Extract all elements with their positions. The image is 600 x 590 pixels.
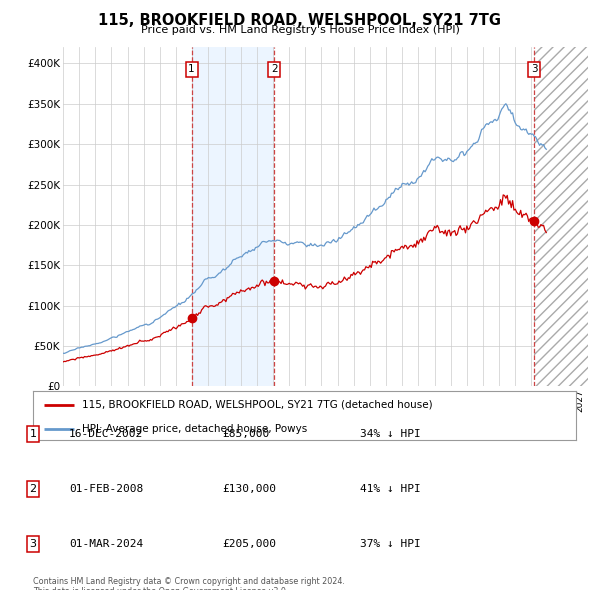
Bar [191, 47, 274, 386]
Text: 01-FEB-2008: 01-FEB-2008 [69, 484, 143, 494]
Text: £130,000: £130,000 [222, 484, 276, 494]
Text: £85,000: £85,000 [222, 430, 269, 439]
Text: 3: 3 [29, 539, 37, 549]
Text: 1: 1 [188, 64, 195, 74]
Text: 01-MAR-2024: 01-MAR-2024 [69, 539, 143, 549]
Text: 1: 1 [29, 430, 37, 439]
Bar [534, 47, 588, 386]
Text: 16-DEC-2002: 16-DEC-2002 [69, 430, 143, 439]
Text: HPI: Average price, detached house, Powys: HPI: Average price, detached house, Powy… [82, 424, 307, 434]
Text: 2: 2 [29, 484, 37, 494]
Text: Price paid vs. HM Land Registry's House Price Index (HPI): Price paid vs. HM Land Registry's House … [140, 25, 460, 35]
Text: 115, BROOKFIELD ROAD, WELSHPOOL, SY21 7TG (detached house): 115, BROOKFIELD ROAD, WELSHPOOL, SY21 7T… [82, 399, 433, 409]
Text: £205,000: £205,000 [222, 539, 276, 549]
Text: Contains HM Land Registry data © Crown copyright and database right 2024.
This d: Contains HM Land Registry data © Crown c… [33, 577, 345, 590]
Text: 3: 3 [531, 64, 538, 74]
Text: 34% ↓ HPI: 34% ↓ HPI [360, 430, 421, 439]
Text: 37% ↓ HPI: 37% ↓ HPI [360, 539, 421, 549]
Text: 2: 2 [271, 64, 278, 74]
Bar [534, 47, 588, 386]
Text: 115, BROOKFIELD ROAD, WELSHPOOL, SY21 7TG: 115, BROOKFIELD ROAD, WELSHPOOL, SY21 7T… [98, 13, 502, 28]
Text: 41% ↓ HPI: 41% ↓ HPI [360, 484, 421, 494]
